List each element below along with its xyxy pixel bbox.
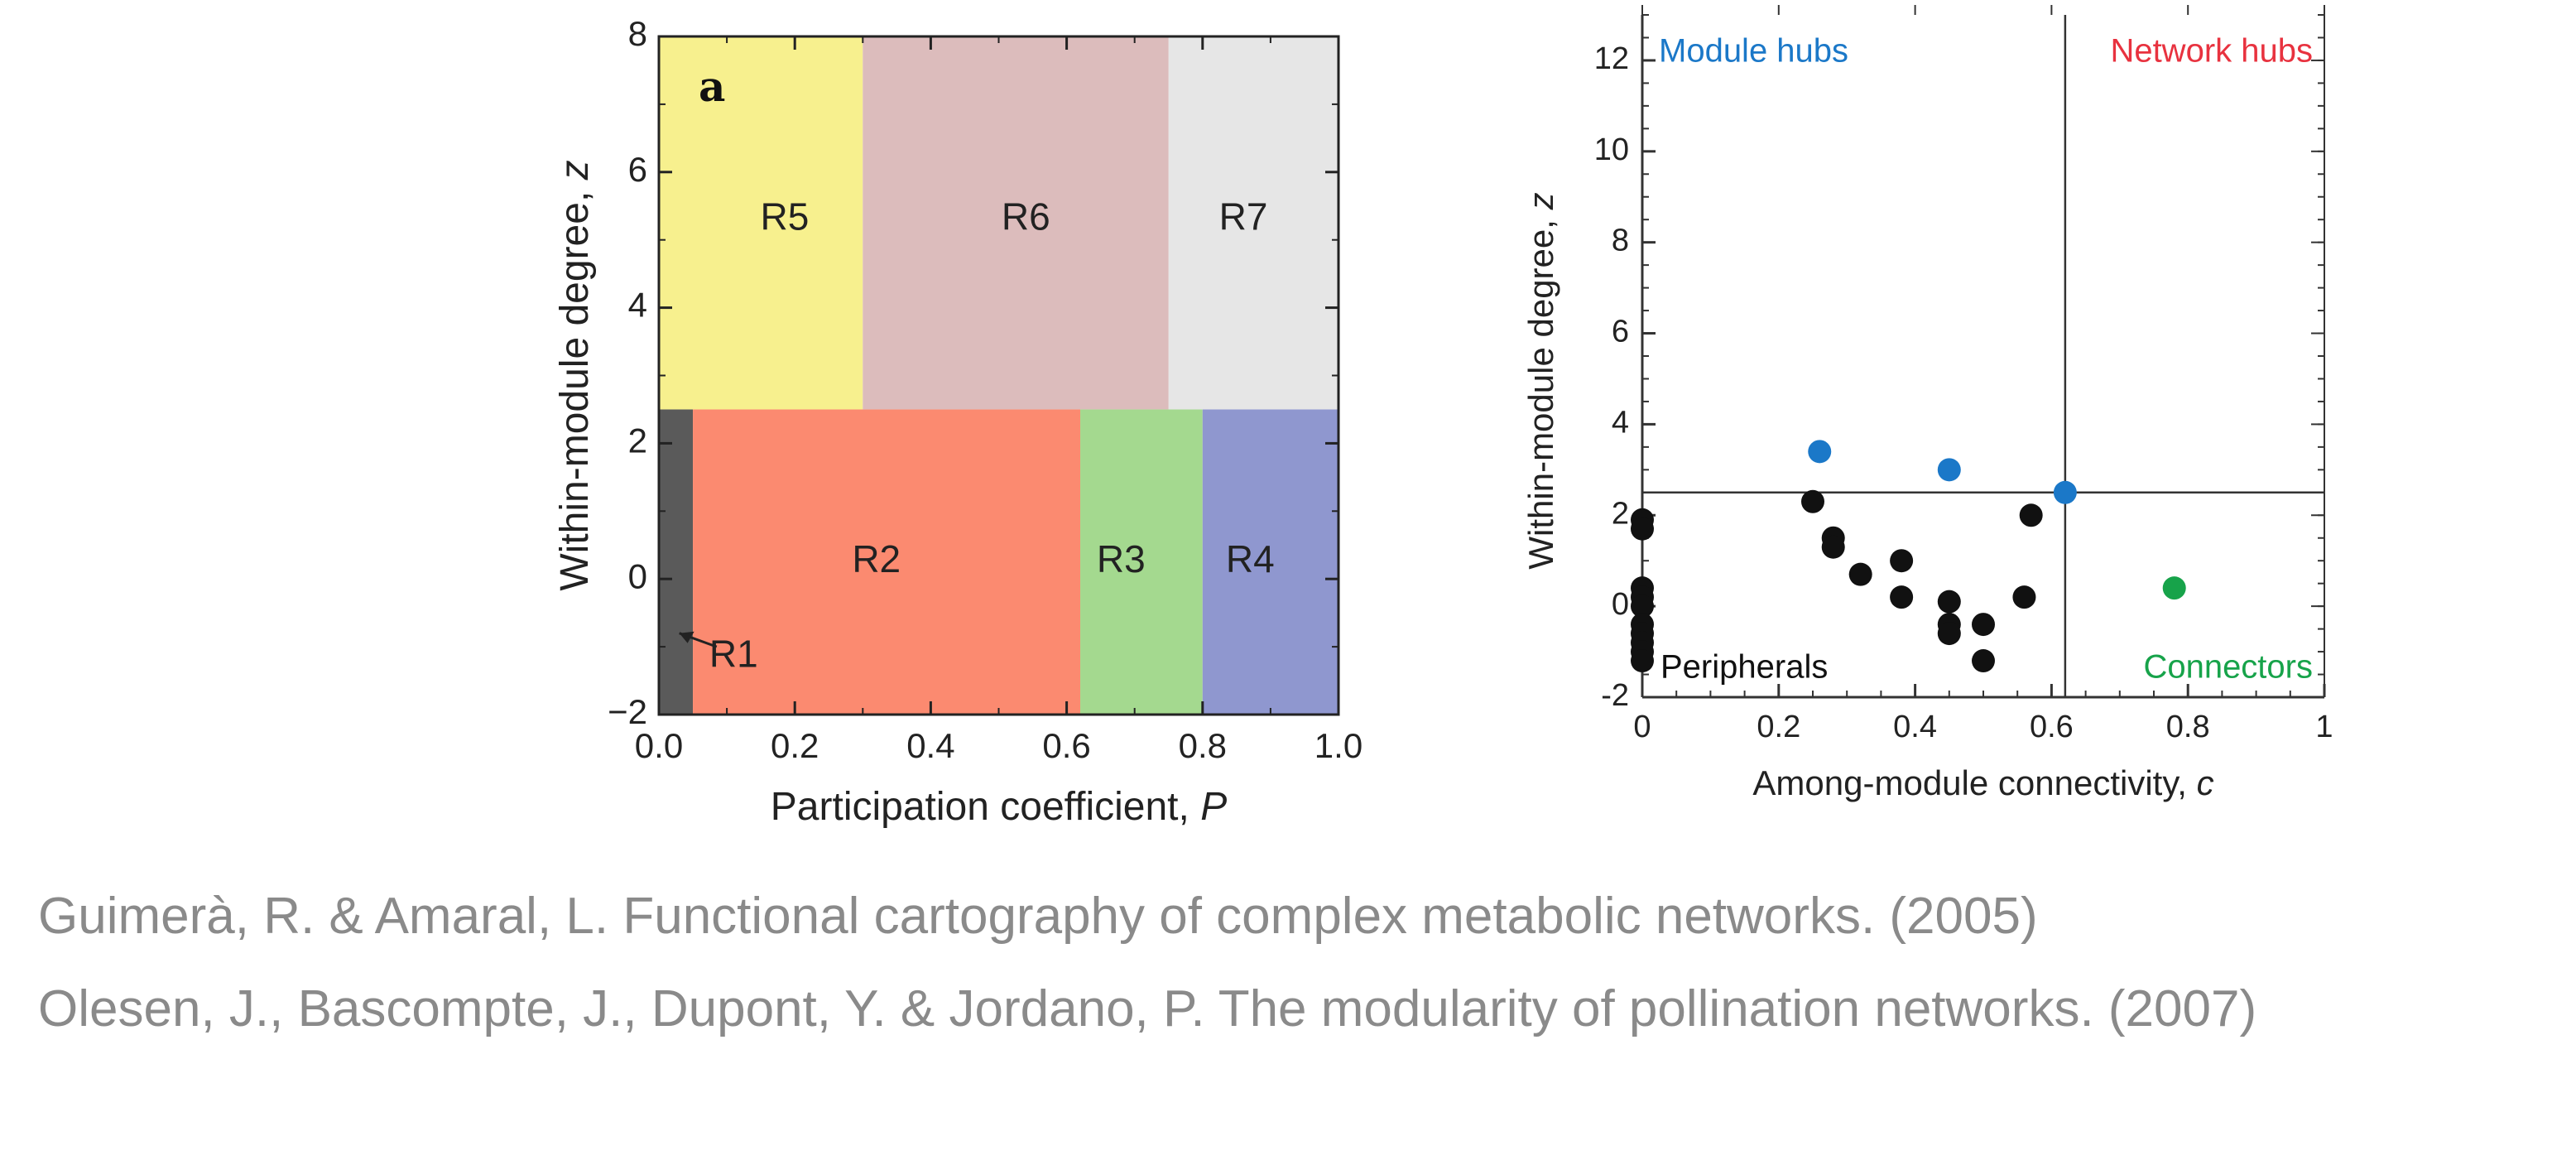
data-point <box>1890 549 1914 573</box>
y-tick-label: 12 <box>1594 41 1629 76</box>
y-tick-label: 8 <box>1612 224 1629 258</box>
data-point <box>2019 503 2043 527</box>
x-tick-label: 0.0 <box>635 726 683 765</box>
region-label-r3: R3 <box>1097 537 1146 580</box>
region-r4 <box>1202 409 1338 715</box>
x-tick-label: 0 <box>1633 710 1651 744</box>
data-point <box>1631 649 1654 673</box>
x-axis-title: Among-module connectivity, c <box>1752 763 2213 802</box>
region-r3 <box>1080 409 1203 715</box>
data-point <box>2053 480 2077 504</box>
data-point <box>1848 562 1872 586</box>
data-point <box>1937 458 1961 482</box>
reference-2: Olesen, J., Bascompte, J., Dupont, Y. & … <box>38 980 2257 1037</box>
y-tick-label: 4 <box>1612 405 1629 440</box>
region-r1 <box>659 409 694 715</box>
data-point <box>2162 576 2186 600</box>
region-r2 <box>693 409 1081 715</box>
data-point <box>1808 440 1832 464</box>
y-tick-label: 0 <box>1612 587 1629 622</box>
y-tick-label: 2 <box>1612 496 1629 531</box>
data-point <box>1890 585 1914 609</box>
y-tick-label: 6 <box>628 150 647 189</box>
y-axis-title: Within-module degree, z <box>1521 192 1560 569</box>
region-label-r2: R2 <box>852 537 901 580</box>
data-point <box>1631 595 1654 619</box>
y-tick-label: 0 <box>628 556 647 595</box>
y-tick-label: 6 <box>1612 315 1629 349</box>
data-point <box>2012 585 2036 609</box>
y-tick-label: 4 <box>628 286 647 325</box>
y-tick-label: -2 <box>1601 678 1629 713</box>
x-tick-label: 1 <box>2315 710 2333 744</box>
data-point <box>1821 535 1845 559</box>
x-axis-title: Participation coefficient, P <box>771 785 1227 829</box>
y-tick-label: −2 <box>608 692 647 731</box>
region-label-r1: R1 <box>709 633 758 676</box>
data-point <box>1972 613 1995 637</box>
quadrant-label-connectors: Connectors <box>2143 649 2313 686</box>
y-tick-label: 10 <box>1594 132 1629 167</box>
region-r6 <box>863 36 1169 410</box>
region-r5 <box>659 36 863 410</box>
panel-a: R2 R3 R4 R5 R6 R7 R1 a 0.0 0.2 0.4 0.6 0.8 1.0 −2 0 2 4 6 8… <box>553 14 1362 829</box>
data-point <box>1937 622 1961 646</box>
x-tick-label: 1.0 <box>1314 726 1362 765</box>
x-tick-label: 0.2 <box>1757 710 1800 744</box>
data-point <box>1972 649 1995 673</box>
x-tick-label: 0.6 <box>1042 726 1090 765</box>
quadrant-label-network-hubs: Network hubs <box>2110 33 2313 70</box>
x-tick-label: 0.4 <box>1893 710 1937 744</box>
region-label-r7: R7 <box>1219 195 1268 238</box>
x-tick-label: 0.6 <box>2030 710 2074 744</box>
x-tick-label: 0.4 <box>906 726 954 765</box>
region-label-r5: R5 <box>760 195 809 238</box>
data-point <box>1937 590 1961 614</box>
quadrant-label-module-hubs: Module hubs <box>1659 33 1848 70</box>
panel-label: a <box>699 62 725 111</box>
r1-arrow-head <box>679 631 694 643</box>
y-tick-label: 8 <box>628 14 647 53</box>
data-point <box>1631 517 1654 541</box>
y-tick-label: 2 <box>628 421 647 460</box>
quadrant-label-peripherals: Peripherals <box>1660 649 1828 686</box>
x-tick-label: 0.8 <box>1179 726 1227 765</box>
region-label-r4: R4 <box>1226 537 1275 580</box>
reference-1: Guimerà, R. & Amaral, L. Functional cart… <box>38 888 2038 945</box>
x-tick-label: 0.2 <box>771 726 819 765</box>
y-axis-title: Within-module degree, z <box>553 160 597 590</box>
region-r7 <box>1168 36 1338 410</box>
x-tick-label: 0.8 <box>2166 710 2210 744</box>
data-point <box>1801 489 1824 513</box>
region-label-r6: R6 <box>1002 195 1050 238</box>
